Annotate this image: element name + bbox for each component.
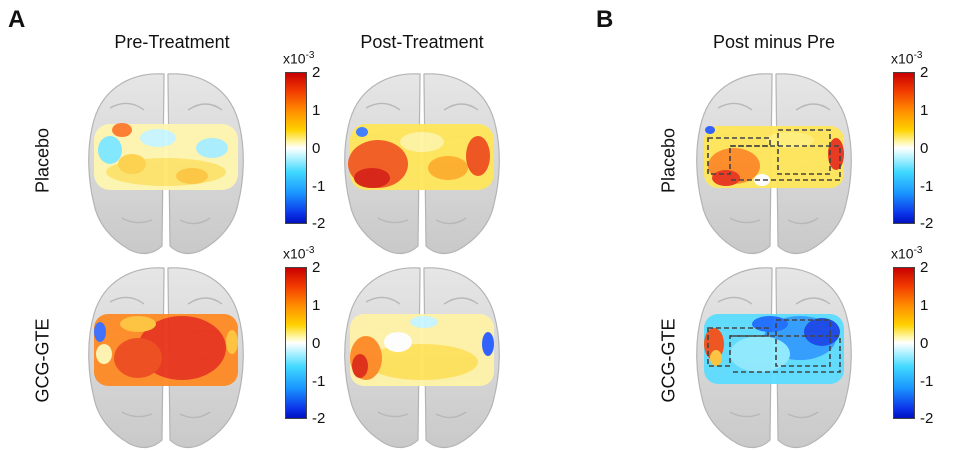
colorbar-tick: -2	[920, 410, 934, 427]
panel-letter-b: B	[596, 6, 614, 33]
row-label-gcg-a: GCG-GTE	[32, 318, 53, 403]
colorbar-tick: 1	[312, 297, 321, 314]
colorbar-tick: 1	[312, 102, 321, 119]
col-title-pre: Pre-Treatment	[114, 32, 230, 52]
row-label-gcg-b: GCG-GTE	[658, 318, 679, 403]
col-title-post: Post-Treatment	[360, 32, 484, 52]
colorbar-scale-label: x10-3	[891, 50, 923, 67]
row-label-placebo-a: Placebo	[32, 127, 53, 194]
colorbar-tick: 0	[312, 335, 321, 352]
col-title-diff: Post minus Pre	[712, 32, 836, 52]
colorbar-tick: 1	[920, 102, 929, 119]
colorbar-tick: -1	[920, 178, 934, 195]
colorbar-tick: -2	[312, 410, 326, 427]
colorbar-tick: 1	[920, 297, 929, 314]
colorbar-tick: 0	[312, 140, 321, 157]
brain-map-gcg-post	[344, 267, 500, 449]
colorbar-tick: -1	[920, 373, 934, 390]
brain-map-placebo-diff	[696, 73, 852, 255]
colorbar-tick: 2	[312, 259, 321, 276]
panel-letter-a: A	[8, 6, 26, 33]
colorbar-tick: -1	[312, 373, 326, 390]
colorbar	[285, 72, 307, 224]
colorbar-tick: -2	[312, 215, 326, 232]
brain-map-gcg-pre	[88, 267, 244, 449]
colorbar-tick: 0	[920, 335, 929, 352]
colorbar	[893, 267, 915, 419]
brain-map-placebo-pre	[88, 73, 244, 255]
colorbar-scale-label: x10-3	[283, 245, 315, 262]
colorbar-scale-label: x10-3	[891, 245, 923, 262]
colorbar	[285, 267, 307, 419]
row-label-placebo-b: Placebo	[658, 127, 679, 194]
colorbar-tick: 2	[920, 64, 929, 81]
brain-map-gcg-diff	[696, 267, 852, 449]
colorbar-tick: 2	[312, 64, 321, 81]
colorbar	[893, 72, 915, 224]
brain-map-placebo-post	[344, 73, 500, 255]
roi-outline	[707, 319, 841, 373]
colorbar-tick: -1	[312, 178, 326, 195]
colorbar-tick: -2	[920, 215, 934, 232]
roi-outline	[707, 129, 841, 181]
colorbar-tick: 0	[920, 140, 929, 157]
colorbar-scale-label: x10-3	[283, 50, 315, 67]
colorbar-tick: 2	[920, 259, 929, 276]
